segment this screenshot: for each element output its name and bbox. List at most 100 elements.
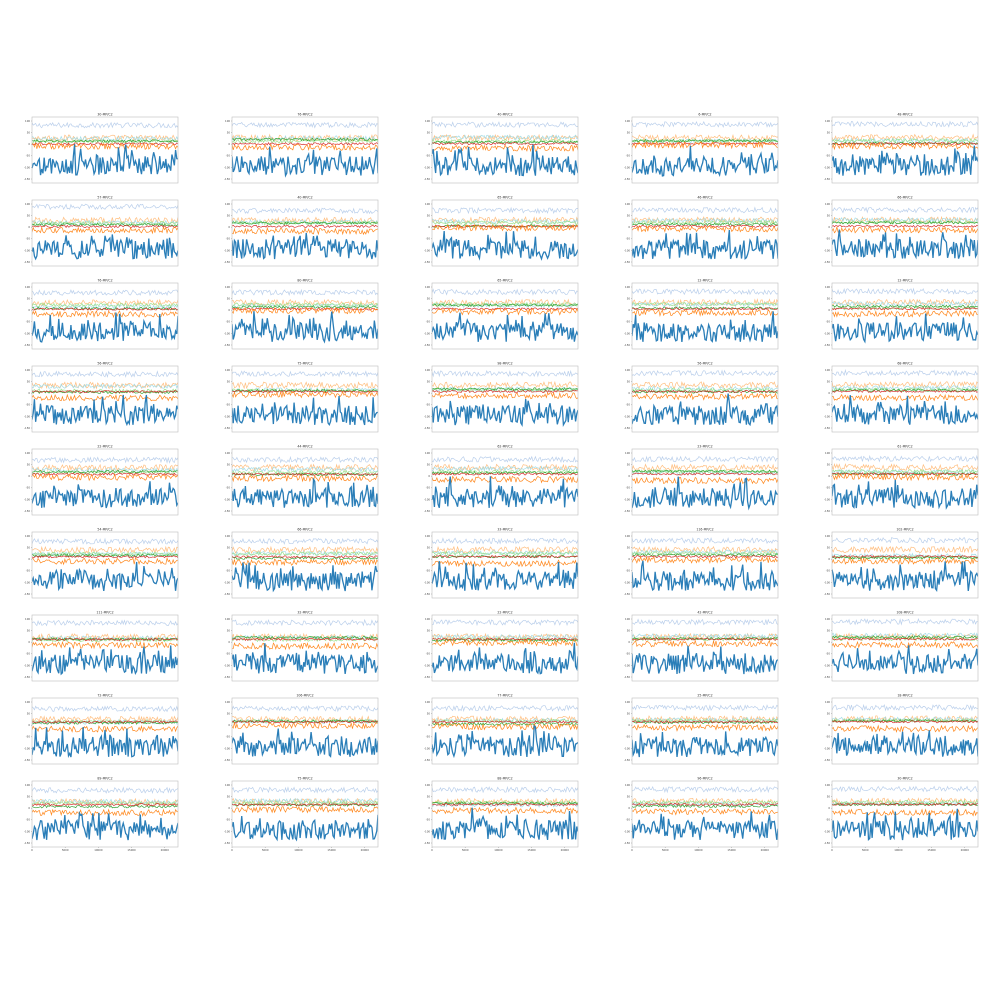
y-tick-label: -50: [826, 569, 831, 573]
panel-frame: [831, 531, 979, 599]
series-line-s1: [832, 730, 978, 757]
series-line-s3: [232, 143, 378, 152]
y-tick-label: -150: [624, 509, 630, 513]
series-line-s2: [632, 120, 778, 128]
y-tick-label: 0: [828, 225, 830, 229]
y-tick-label: 50: [627, 629, 631, 633]
y-tick-label: 100: [25, 202, 30, 206]
x-tick-label: 20000: [561, 848, 570, 852]
y-tick-label: 100: [225, 285, 230, 289]
y-tick-label: -150: [224, 758, 230, 762]
y-tick-label: 100: [625, 783, 630, 787]
y-tick-label: 100: [825, 285, 830, 289]
panel-frame: [231, 531, 379, 599]
y-tick-label: -150: [224, 509, 230, 513]
panel-title: 12-MP/C2: [897, 279, 912, 283]
panel-frame: [31, 448, 179, 516]
series-line-s8: [832, 552, 978, 559]
series-line-s2: [832, 287, 978, 295]
y-tick-label: -150: [824, 675, 830, 679]
series-line-s3: [832, 141, 978, 151]
series-line-s3: [832, 640, 978, 650]
y-tick-label: -100: [24, 663, 30, 667]
y-tick-label: -50: [26, 569, 31, 573]
series-line-s1: [232, 232, 378, 260]
y-tick-label: 100: [425, 202, 430, 206]
plot-area: [632, 455, 778, 511]
y-tick-label: 100: [25, 451, 30, 455]
series-line-s8: [432, 801, 578, 809]
series-line-s5: [832, 304, 978, 309]
panel-frame: [831, 780, 979, 848]
x-tick-label: 5000: [462, 848, 469, 852]
series-line-s6: [832, 799, 978, 805]
series-line-s7: [632, 637, 778, 641]
y-tick-label: 100: [825, 700, 830, 704]
y-tick-label: -100: [624, 746, 630, 750]
plot-area: [832, 703, 978, 757]
y-tick-label: -50: [426, 403, 431, 407]
series-line-s1: [232, 814, 378, 842]
plot-area: [832, 368, 978, 425]
series-line-s2: [32, 786, 178, 794]
y-tick-label: -50: [626, 569, 631, 573]
series-line-s1: [432, 312, 578, 342]
y-tick-label: -50: [226, 403, 231, 407]
panel: 12-MP/C2 100 50 0 -50 -100 -150: [624, 279, 779, 350]
series-line-s5: [32, 720, 178, 725]
plot-area: [232, 538, 378, 593]
series-line-s7: [32, 307, 178, 311]
y-tick-label: 0: [628, 391, 630, 395]
panel-title: 98-MP/C2: [497, 362, 512, 366]
y-tick-label: 0: [428, 723, 430, 727]
series-line-s1: [832, 808, 978, 842]
panel-title: 44-MP/C2: [297, 445, 312, 449]
panel-frame: [431, 365, 579, 433]
y-tick-label: -50: [826, 403, 831, 407]
y-tick-label: -50: [826, 818, 831, 822]
series-line-s7: [232, 637, 378, 641]
y-tick-label: 0: [228, 806, 230, 810]
y-tick-label: 50: [227, 629, 231, 633]
y-tick-label: -150: [24, 509, 30, 513]
series-line-s7: [232, 307, 378, 311]
series-line-s2: [232, 121, 378, 129]
series-line-s1: [832, 229, 978, 260]
y-tick-label: -100: [824, 580, 830, 584]
series-line-s6: [32, 551, 178, 557]
plot-area: [432, 704, 578, 759]
panel-frame: [31, 365, 179, 433]
panel-title: 25-MP/C2: [697, 694, 712, 698]
series-line-s4: [232, 133, 378, 143]
plot-area: [432, 455, 578, 508]
series-line-s8: [632, 633, 778, 640]
y-tick-label: -100: [224, 746, 230, 750]
panel: 65-MP/C2 100 50 0 -50 -100 -150: [424, 279, 579, 350]
panel: 75-MP/C2 100 50 0 -50 -100 -150: [224, 362, 379, 433]
panel-frame: [31, 282, 179, 350]
series-line-s7: [632, 720, 778, 724]
x-tick-label: 0: [631, 848, 633, 852]
y-tick-label: 0: [628, 142, 630, 146]
y-tick-label: -50: [826, 320, 831, 324]
series-line-s1: [232, 146, 378, 178]
y-tick-label: 50: [627, 214, 631, 218]
series-line-s3: [632, 308, 778, 317]
panel-frame: [431, 614, 579, 682]
plot-area: [232, 704, 378, 758]
y-tick-label: -150: [224, 260, 230, 264]
panel-title: 76-MP/C2: [297, 113, 312, 117]
series-line-s4: [832, 462, 978, 472]
series-line-s2: [232, 704, 378, 713]
panel: 32-MP/C2 100 50 0 -50 -100 -150: [224, 611, 379, 682]
panel-title: 56-MP/C2: [97, 362, 112, 366]
series-line-s3: [632, 807, 778, 816]
y-tick-label: -150: [624, 260, 630, 264]
y-tick-label: 0: [428, 391, 430, 395]
series-line-s3: [32, 310, 178, 319]
y-tick-label: -150: [24, 177, 30, 181]
y-tick-label: -50: [226, 486, 231, 490]
series-line-s8: [32, 798, 178, 805]
y-tick-label: 100: [225, 617, 230, 621]
